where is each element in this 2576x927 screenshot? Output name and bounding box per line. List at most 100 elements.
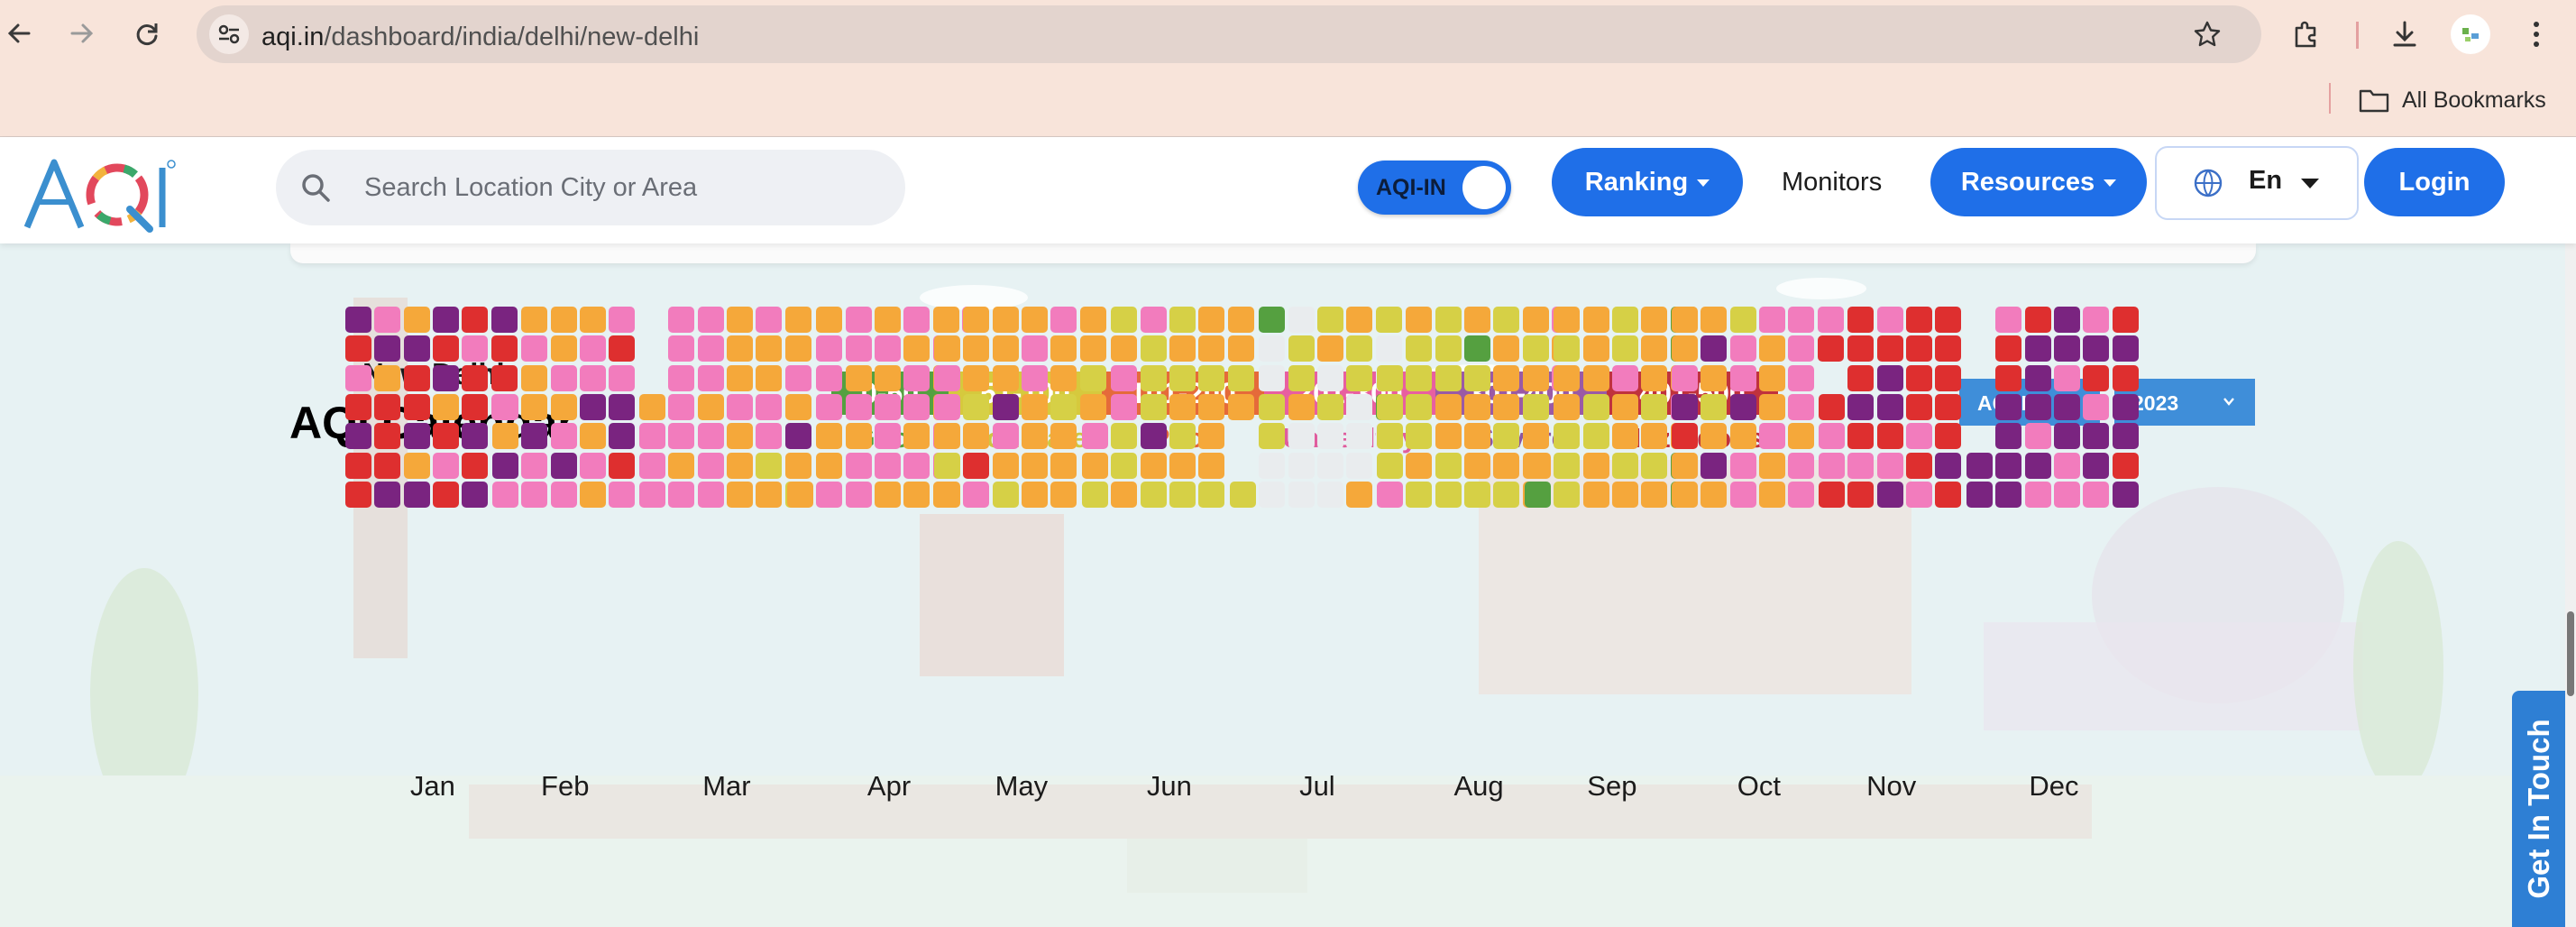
calendar-day-cell[interactable]	[668, 452, 695, 479]
calendar-day-cell[interactable]	[1227, 364, 1254, 391]
calendar-day-cell[interactable]	[697, 393, 724, 420]
calendar-day-cell[interactable]	[1493, 307, 1520, 333]
calendar-day-cell[interactable]	[1463, 423, 1490, 450]
calendar-day-cell[interactable]	[963, 393, 990, 420]
calendar-day-cell[interactable]	[1435, 307, 1462, 333]
calendar-day-cell[interactable]	[1406, 307, 1433, 333]
calendar-day-cell[interactable]	[432, 307, 459, 333]
language-selector[interactable]: En	[2155, 146, 2359, 220]
calendar-day-cell[interactable]	[432, 364, 459, 391]
calendar-day-cell[interactable]	[1021, 452, 1048, 479]
calendar-day-cell[interactable]	[1966, 452, 1993, 479]
calendar-day-cell[interactable]	[432, 481, 459, 508]
calendar-day-cell[interactable]	[668, 335, 695, 363]
calendar-day-cell[interactable]	[1582, 393, 1609, 420]
calendar-day-cell[interactable]	[992, 452, 1019, 479]
calendar-day-cell[interactable]	[1198, 481, 1225, 508]
calendar-day-cell[interactable]	[1406, 393, 1433, 420]
calendar-day-cell[interactable]	[1935, 393, 1962, 420]
url-text[interactable]: aqi.in/dashboard/india/delhi/new-delhi	[261, 23, 699, 52]
calendar-day-cell[interactable]	[1847, 335, 1875, 363]
calendar-day-cell[interactable]	[903, 393, 930, 420]
calendar-day-cell[interactable]	[2024, 364, 2051, 391]
calendar-day-cell[interactable]	[1406, 452, 1433, 479]
calendar-day-cell[interactable]	[1377, 364, 1403, 391]
calendar-day-cell[interactable]	[2083, 393, 2110, 420]
calendar-day-cell[interactable]	[1701, 481, 1728, 508]
calendar-day-cell[interactable]	[1230, 481, 1256, 508]
calendar-day-cell[interactable]	[756, 423, 783, 450]
calendar-day-cell[interactable]	[1995, 481, 2022, 508]
calendar-day-cell[interactable]	[1935, 307, 1962, 333]
calendar-day-cell[interactable]	[374, 307, 401, 333]
calendar-day-cell[interactable]	[432, 452, 459, 479]
calendar-day-cell[interactable]	[726, 335, 753, 363]
calendar-day-cell[interactable]	[1554, 335, 1581, 363]
calendar-day-cell[interactable]	[432, 335, 459, 363]
calendar-day-cell[interactable]	[1377, 393, 1403, 420]
calendar-day-cell[interactable]	[1316, 481, 1343, 508]
forward-icon[interactable]	[60, 11, 105, 56]
calendar-day-cell[interactable]	[1672, 307, 1698, 333]
calendar-day-cell[interactable]	[2112, 423, 2139, 450]
calendar-day-cell[interactable]	[816, 452, 843, 479]
calendar-day-cell[interactable]	[845, 364, 872, 391]
calendar-day-cell[interactable]	[1288, 364, 1315, 391]
calendar-day-cell[interactable]	[1817, 335, 1844, 363]
menu-icon[interactable]	[2523, 16, 2550, 52]
calendar-day-cell[interactable]	[934, 335, 960, 363]
calendar-day-cell[interactable]	[1522, 393, 1549, 420]
calendar-day-cell[interactable]	[2053, 423, 2080, 450]
calendar-day-cell[interactable]	[2024, 307, 2051, 333]
calendar-day-cell[interactable]	[1611, 393, 1638, 420]
calendar-day-cell[interactable]	[1758, 393, 1785, 420]
calendar-day-cell[interactable]	[2053, 335, 2080, 363]
calendar-day-cell[interactable]	[1316, 307, 1343, 333]
calendar-day-cell[interactable]	[2024, 393, 2051, 420]
search-input[interactable]	[362, 166, 871, 209]
calendar-day-cell[interactable]	[1611, 335, 1638, 363]
calendar-day-cell[interactable]	[1435, 423, 1462, 450]
calendar-day-cell[interactable]	[1050, 452, 1077, 479]
calendar-day-cell[interactable]	[1522, 364, 1549, 391]
calendar-day-cell[interactable]	[845, 393, 872, 420]
all-bookmarks-button[interactable]: All Bookmarks	[2359, 85, 2546, 115]
calendar-day-cell[interactable]	[490, 335, 518, 363]
calendar-day-cell[interactable]	[1463, 364, 1490, 391]
calendar-day-cell[interactable]	[345, 335, 371, 363]
calendar-day-cell[interactable]	[1288, 307, 1315, 333]
calendar-day-cell[interactable]	[1169, 364, 1196, 391]
calendar-day-cell[interactable]	[2024, 452, 2051, 479]
ranking-dropdown[interactable]: Ranking	[1552, 148, 1743, 216]
calendar-day-cell[interactable]	[1995, 335, 2022, 363]
calendar-day-cell[interactable]	[2053, 364, 2080, 391]
calendar-day-cell[interactable]	[1111, 393, 1138, 420]
calendar-day-cell[interactable]	[403, 307, 430, 333]
calendar-day-cell[interactable]	[374, 335, 401, 363]
calendar-day-cell[interactable]	[550, 364, 577, 391]
calendar-day-cell[interactable]	[579, 364, 606, 391]
calendar-day-cell[interactable]	[1050, 335, 1077, 363]
calendar-day-cell[interactable]	[934, 452, 960, 479]
calendar-day-cell[interactable]	[1050, 481, 1077, 508]
calendar-day-cell[interactable]	[1995, 307, 2022, 333]
calendar-day-cell[interactable]	[462, 393, 489, 420]
calendar-day-cell[interactable]	[1435, 452, 1462, 479]
calendar-day-cell[interactable]	[1493, 423, 1520, 450]
calendar-day-cell[interactable]	[845, 481, 872, 508]
calendar-day-cell[interactable]	[726, 481, 753, 508]
calendar-day-cell[interactable]	[1672, 393, 1698, 420]
calendar-day-cell[interactable]	[1554, 481, 1581, 508]
calendar-day-cell[interactable]	[1169, 307, 1196, 333]
calendar-day-cell[interactable]	[403, 423, 430, 450]
calendar-day-cell[interactable]	[579, 452, 606, 479]
calendar-day-cell[interactable]	[550, 423, 577, 450]
aqi-logo[interactable]	[23, 155, 177, 233]
calendar-day-cell[interactable]	[1582, 481, 1609, 508]
calendar-day-cell[interactable]	[2024, 423, 2051, 450]
calendar-day-cell[interactable]	[1641, 307, 1668, 333]
calendar-day-cell[interactable]	[1758, 307, 1785, 333]
calendar-day-cell[interactable]	[1140, 393, 1167, 420]
calendar-day-cell[interactable]	[1847, 393, 1875, 420]
monitors-link[interactable]: Monitors	[1782, 168, 1883, 197]
